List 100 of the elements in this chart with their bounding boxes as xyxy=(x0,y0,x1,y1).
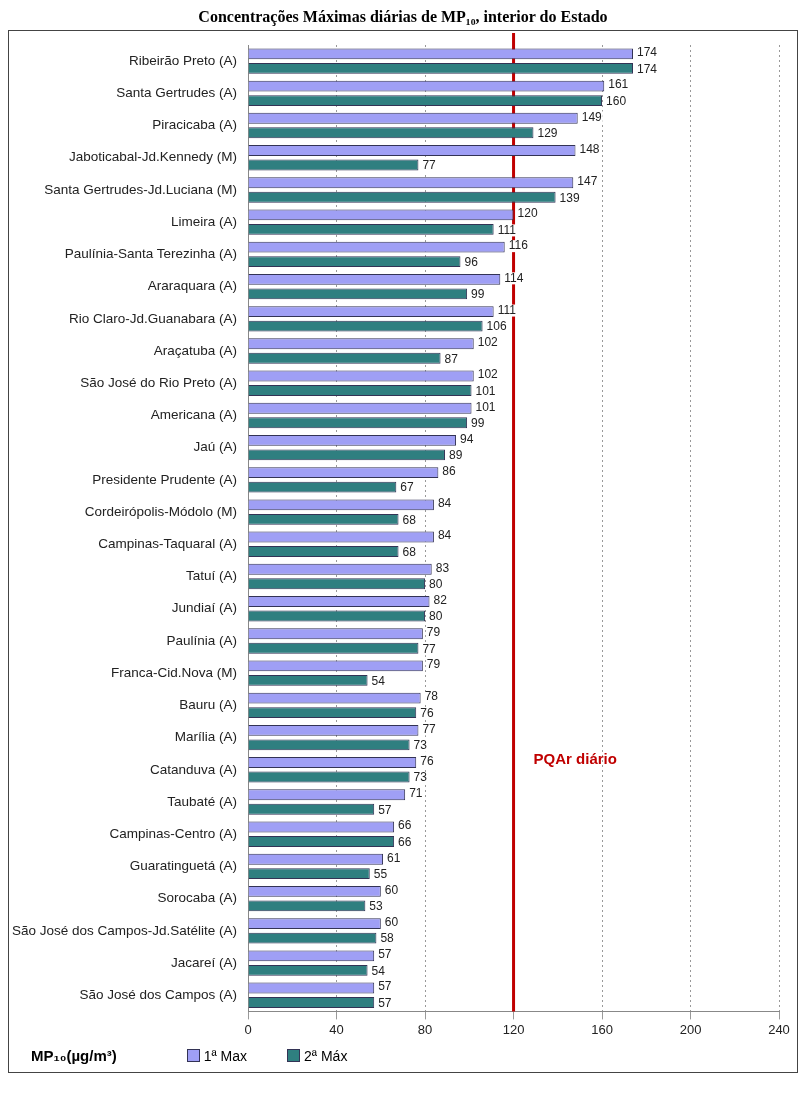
y-tick-label: Cordeirópolis-Módolo (M) xyxy=(84,503,238,519)
data-label: 77 xyxy=(422,158,437,173)
data-label: 68 xyxy=(402,512,417,527)
data-label: 67 xyxy=(400,480,414,495)
data-label: 66 xyxy=(398,834,412,849)
data-label: 60 xyxy=(384,882,399,897)
x-tick-label: 120 xyxy=(502,1021,525,1037)
y-tick-label: Santa Gertrudes (A) xyxy=(116,85,238,101)
x-tick-label: 200 xyxy=(679,1021,702,1037)
data-label: 116 xyxy=(508,238,529,253)
data-label: 160 xyxy=(606,93,627,108)
data-label: 53 xyxy=(369,899,384,914)
y-tick-label: Americana (A) xyxy=(150,407,238,423)
y-tick-label: Guaratinguetá (A) xyxy=(129,858,238,874)
y-tick-label: Santa Gertrudes-Jd.Luciana (M) xyxy=(44,181,238,197)
data-label: 96 xyxy=(464,254,479,269)
y-tick-label: Taubaté (A) xyxy=(167,793,238,809)
y-tick-label: Jacareí (A) xyxy=(171,954,238,970)
data-label: 54 xyxy=(371,963,386,978)
data-label: 61 xyxy=(387,850,401,865)
data-label: 76 xyxy=(420,753,434,768)
y-tick-label: Paulínia (A) xyxy=(166,632,238,648)
data-label: 57 xyxy=(378,802,392,817)
data-label: 111 xyxy=(497,302,517,317)
data-label: 66 xyxy=(398,818,412,833)
data-label: 99 xyxy=(471,416,485,431)
data-label: 148 xyxy=(579,141,600,156)
data-label: 149 xyxy=(581,109,603,124)
data-label: 57 xyxy=(378,947,392,962)
x-tick-label: 240 xyxy=(768,1021,790,1037)
data-label: 161 xyxy=(608,77,629,92)
data-label: 79 xyxy=(426,625,441,640)
data-label: 94 xyxy=(460,431,474,446)
legend-label: 2ª Máx xyxy=(304,1047,348,1064)
x-tick-label: 0 xyxy=(244,1021,252,1037)
data-label: 68 xyxy=(402,544,417,559)
data-label: 147 xyxy=(577,174,598,189)
y-tick-label: Rio Claro-Jd.Guanabara (A) xyxy=(69,310,238,326)
y-tick-label: Piracicaba (A) xyxy=(152,117,238,133)
data-label: 83 xyxy=(435,560,450,575)
data-label: 60 xyxy=(384,914,399,929)
y-tick-label: Campinas-Taquaral (A) xyxy=(98,536,238,552)
data-label: 57 xyxy=(378,979,392,994)
data-label: 174 xyxy=(637,45,658,60)
y-tick-label: Tatuí (A) xyxy=(186,568,238,584)
y-tick-label: Ribeirão Preto (A) xyxy=(129,52,238,68)
data-label: 129 xyxy=(537,126,558,141)
data-label: 89 xyxy=(448,448,463,463)
data-label: 78 xyxy=(424,689,439,704)
x-tick-label: 80 xyxy=(417,1021,433,1037)
y-tick-label: Jaú (A) xyxy=(193,439,238,455)
ref-line-label: PQAr diário xyxy=(533,750,617,768)
y-tick-label: Franca-Cid.Nova (M) xyxy=(111,664,238,680)
data-label: 73 xyxy=(413,738,428,753)
data-label: 111 xyxy=(497,222,517,237)
data-label: 82 xyxy=(433,592,448,607)
y-tick-label: São José dos Campos-Jd.Satélite (A) xyxy=(11,922,238,938)
data-label: 139 xyxy=(559,190,580,205)
data-label: 120 xyxy=(517,206,538,221)
y-tick-label: Araraquara (A) xyxy=(147,278,238,294)
chart-title: Concentrações Máximas diárias de MP₁₀, interior do Estado xyxy=(197,8,609,28)
y-tick-label: Marília (A) xyxy=(174,729,238,745)
legend-label: 1ª Max xyxy=(203,1047,248,1064)
data-label: 84 xyxy=(437,528,452,543)
data-label: 101 xyxy=(475,399,496,414)
y-tick-label: Jundiaí (A) xyxy=(171,600,238,616)
y-tick-label: Catanduva (A) xyxy=(150,761,238,777)
data-label: 71 xyxy=(409,786,423,801)
data-label: 76 xyxy=(420,705,434,720)
y-tick-label: Presidente Prudente (A) xyxy=(92,471,238,487)
data-label: 106 xyxy=(486,319,507,334)
x-tick-label: 40 xyxy=(329,1021,344,1037)
y-tick-label: Araçatuba (A) xyxy=(153,342,238,358)
y-tick-label: Paulínia-Santa Terezinha (A) xyxy=(64,246,238,262)
data-label: 102 xyxy=(477,367,499,382)
y-tick-label: São José dos Campos (A) xyxy=(79,987,238,1003)
data-label: 73 xyxy=(413,770,428,785)
x-axis-title: MP₁₀(µg/m³) xyxy=(31,1047,117,1064)
data-label: 57 xyxy=(378,995,392,1010)
y-tick-label: Sorocaba (A) xyxy=(157,890,238,906)
data-label: 102 xyxy=(477,335,499,350)
data-label: 80 xyxy=(429,609,443,624)
y-tick-label: Bauru (A) xyxy=(179,697,238,713)
y-tick-label: São José do Rio Preto (A) xyxy=(80,374,238,390)
data-label: 77 xyxy=(422,721,437,736)
y-tick-label: Limeira (A) xyxy=(171,213,238,229)
data-label: 54 xyxy=(371,673,386,688)
y-tick-label: Campinas-Centro (A) xyxy=(109,825,238,841)
data-label: 86 xyxy=(442,463,457,478)
x-tick-label: 160 xyxy=(591,1021,613,1037)
y-tick-label: Jaboticabal-Jd.Kennedy (M) xyxy=(69,149,238,165)
data-label: 58 xyxy=(380,931,395,946)
data-label: 80 xyxy=(429,577,443,592)
data-label: 99 xyxy=(471,287,485,302)
data-label: 87 xyxy=(444,351,459,366)
data-label: 77 xyxy=(422,641,437,656)
data-label: 174 xyxy=(637,61,658,76)
data-label: 84 xyxy=(437,496,452,511)
data-label: 114 xyxy=(504,270,524,285)
data-label: 55 xyxy=(373,867,388,881)
